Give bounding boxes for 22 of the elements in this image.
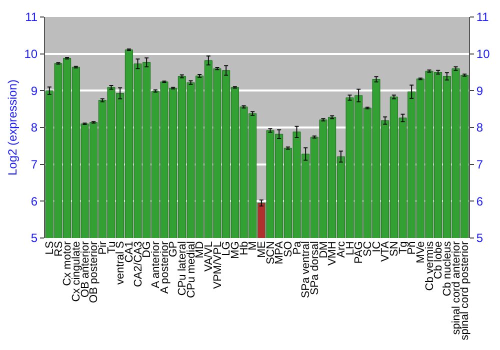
x-tick-label: Arc [335, 240, 348, 258]
y2-tick-label: 6 [476, 194, 484, 208]
x-tick-label: SO [282, 240, 294, 258]
y-tick-label: 11 [25, 10, 38, 24]
y2-tick-label: 5 [476, 231, 484, 246]
y2-tick-label: 8 [476, 120, 484, 135]
y-axis-title: Log2 (expression) [6, 79, 20, 176]
x-tick-label: Cb nucleus [441, 240, 454, 296]
y2-tick-label: 7 [476, 158, 484, 172]
y2-tick-label: 9 [476, 84, 484, 98]
y-tick-label: 10 [24, 47, 38, 62]
x-tick-label: spinal cord posterior [459, 240, 472, 340]
y-tick-label: 7 [30, 158, 38, 172]
x-tick-label: MVe [414, 241, 427, 264]
y-tick-label: 5 [30, 231, 38, 246]
x-tick-label: RS [52, 241, 65, 256]
y-tick-label: 8 [30, 120, 38, 135]
y-tick-label: 9 [30, 84, 38, 98]
y2-tick-label: 10 [476, 47, 490, 62]
y2-tick-label: 11 [476, 10, 490, 24]
y-tick-label: 6 [30, 194, 38, 208]
x-tick-label: SPa dorsal [308, 241, 321, 296]
